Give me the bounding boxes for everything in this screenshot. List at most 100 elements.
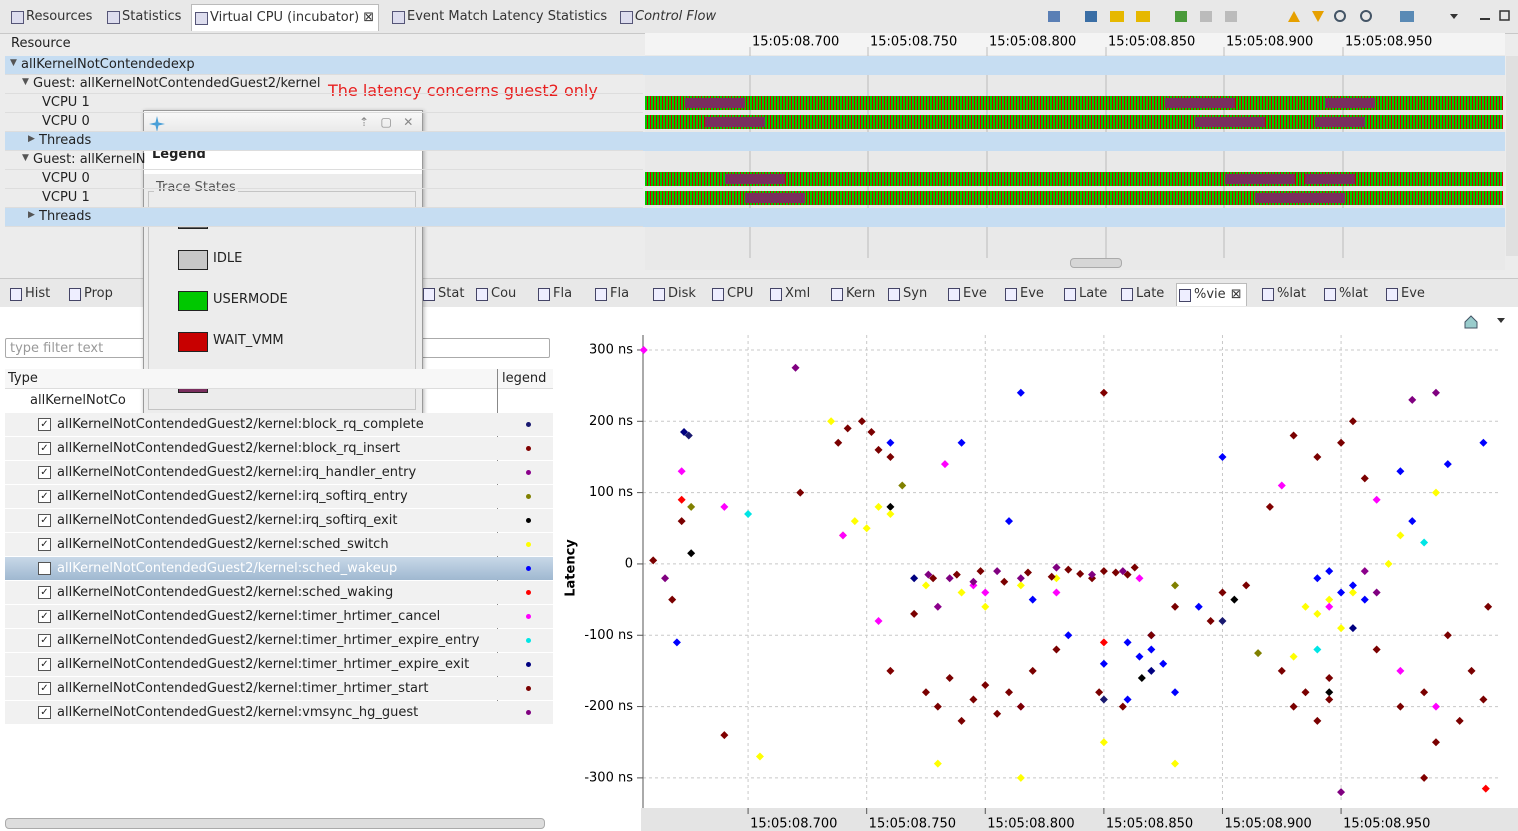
state-segment [1383, 115, 1385, 129]
tab[interactable]: Statistics [104, 4, 185, 30]
state-segment [813, 115, 815, 129]
data-point [886, 453, 894, 461]
series-row[interactable]: ✓allKernelNotContendedGuest2/kernel:bloc… [5, 437, 553, 460]
series-row[interactable]: ✓allKernelNotContendedGuest2/kernel:bloc… [5, 413, 553, 436]
row-separator [5, 169, 643, 170]
state-segment [912, 191, 914, 205]
series-row[interactable]: ✓allKernelNotContendedGuest2/kernel:sche… [5, 581, 553, 604]
state-segment [1113, 172, 1115, 186]
checkbox[interactable]: ✓ [38, 706, 51, 719]
view-tab[interactable]: Late [1062, 283, 1107, 305]
series-row[interactable]: ✓ allKernelNotContendedGuest2/kernel:time… [5, 653, 553, 676]
state-segment [725, 174, 785, 184]
state-segment [717, 172, 719, 186]
checkbox[interactable]: ✓ [38, 418, 51, 431]
resource-label[interactable]: allKernelNotContendedexp [21, 57, 195, 72]
data-point [1479, 695, 1487, 703]
state-segment [1119, 172, 1121, 186]
data-point [1052, 564, 1060, 572]
view-tab[interactable]: Fla [593, 283, 629, 305]
state-swatch [178, 332, 208, 352]
checkbox[interactable]: ✓ [38, 538, 51, 551]
series-name: allKernelNotContendedGuest2/kernel:timer… [57, 653, 469, 676]
checkbox[interactable]: ✓ [38, 658, 51, 671]
checkbox[interactable]: ✓ [38, 514, 51, 527]
state-segment [1461, 191, 1463, 205]
checkbox[interactable]: ✓ [38, 586, 51, 599]
view-tab[interactable]: Fla [536, 283, 572, 305]
state-segment [930, 172, 932, 186]
state-swatch [178, 291, 208, 311]
state-segment [1098, 172, 1100, 186]
checkbox[interactable]: ✓ [38, 562, 51, 575]
series-row[interactable]: ✓allKernelNotContendedGuest2/kernel:irq_… [5, 485, 553, 508]
resource-label[interactable]: VCPU 0 [42, 171, 90, 186]
data-point [867, 428, 875, 436]
resource-label[interactable]: VCPU 1 [42, 95, 90, 110]
view-tab[interactable]: Xml [768, 283, 810, 305]
h-scrollbar[interactable] [1070, 258, 1122, 268]
resource-label[interactable]: Guest: allKernelN [33, 152, 145, 167]
state-segment [1107, 191, 1109, 205]
dialog-buttons[interactable]: ⇡ ▢ ✕ [359, 115, 413, 129]
state-segment [1074, 191, 1076, 205]
state-segment [723, 191, 725, 205]
view-tab[interactable]: %vie⊠ [1176, 283, 1247, 306]
state-segment [855, 172, 857, 186]
tab[interactable]: Control Flow [617, 4, 720, 30]
state-segment [1113, 191, 1115, 205]
series-row[interactable]: ✓allKernelNotContendedGuest2/kernel:sche… [5, 533, 553, 556]
checkbox[interactable]: ✓ [38, 490, 51, 503]
view-tab[interactable]: %lat [1322, 283, 1368, 305]
state-segment [924, 172, 926, 186]
series-row[interactable]: ✓allKernelNotContendedGuest2/kernel:irq_… [5, 509, 553, 532]
checkbox[interactable]: ✓ [38, 442, 51, 455]
view-tab[interactable]: Stat [421, 283, 464, 305]
series-row[interactable]: ✓allKernelNotContendedGuest2/kernel:time… [5, 677, 553, 700]
resource-label[interactable]: Guest: allKernelNotContendedGuest2/kerne… [33, 76, 320, 91]
tab[interactable]: Event Match Latency Statistics [389, 4, 611, 30]
resource-label[interactable]: VCPU 0 [42, 114, 90, 129]
series-row[interactable]: ✓allKernelNotContendedGuest2/kernel:time… [5, 629, 553, 652]
resource-label[interactable]: Threads [39, 209, 91, 224]
close-icon[interactable]: ⊠ [359, 10, 374, 25]
view-tab[interactable]: CPU [710, 283, 753, 305]
checkbox[interactable]: ✓ [38, 610, 51, 623]
h-scrollbar[interactable] [5, 818, 545, 829]
tab[interactable]: Resources [8, 4, 96, 30]
state-segment [843, 115, 845, 129]
state-segment [1179, 115, 1181, 129]
resource-label[interactable]: VCPU 1 [42, 190, 90, 205]
state-segment [1362, 172, 1364, 186]
view-tab[interactable]: Cou [474, 283, 516, 305]
series-row[interactable]: ✓allKernelNotContendedGuest2/kernel:sche… [5, 557, 553, 580]
resource-label[interactable]: Threads [39, 133, 91, 148]
state-segment [1017, 172, 1019, 186]
view-tab[interactable]: Eve [1384, 283, 1425, 305]
view-tab[interactable]: Disk [651, 283, 696, 305]
checkbox[interactable]: ✓ [38, 682, 51, 695]
v-scrollbar[interactable] [1506, 56, 1518, 256]
view-tab[interactable]: Prop [67, 283, 113, 305]
checkbox[interactable]: ✓ [38, 466, 51, 479]
state-segment [1215, 172, 1217, 186]
view-tab[interactable]: Syn [886, 283, 927, 305]
view-tab[interactable]: Hist [8, 283, 50, 305]
view-tab[interactable]: Late [1119, 283, 1164, 305]
expand-arrow: ▶ [28, 210, 35, 220]
series-row[interactable]: ✓allKernelNotContendedGuest2/kernel:vmsy… [5, 701, 553, 724]
data-point [661, 574, 669, 582]
view-tab[interactable]: Eve [946, 283, 987, 305]
state-segment [1122, 96, 1124, 110]
state-segment [945, 191, 947, 205]
view-tab[interactable]: %lat [1260, 283, 1306, 305]
tree-root[interactable]: allKernelNotCo [30, 393, 126, 408]
series-row[interactable]: ✓allKernelNotContendedGuest2/kernel:time… [5, 605, 553, 628]
state-segment [1308, 115, 1310, 129]
view-tab[interactable]: Eve [1003, 283, 1044, 305]
state-segment [1275, 115, 1277, 129]
tab[interactable]: Virtual CPU (incubator) ⊠ [191, 4, 379, 31]
checkbox[interactable]: ✓ [38, 634, 51, 647]
series-row[interactable]: ✓allKernelNotContendedGuest2/kernel:irq_… [5, 461, 553, 484]
view-tab[interactable]: Kern [829, 283, 875, 305]
